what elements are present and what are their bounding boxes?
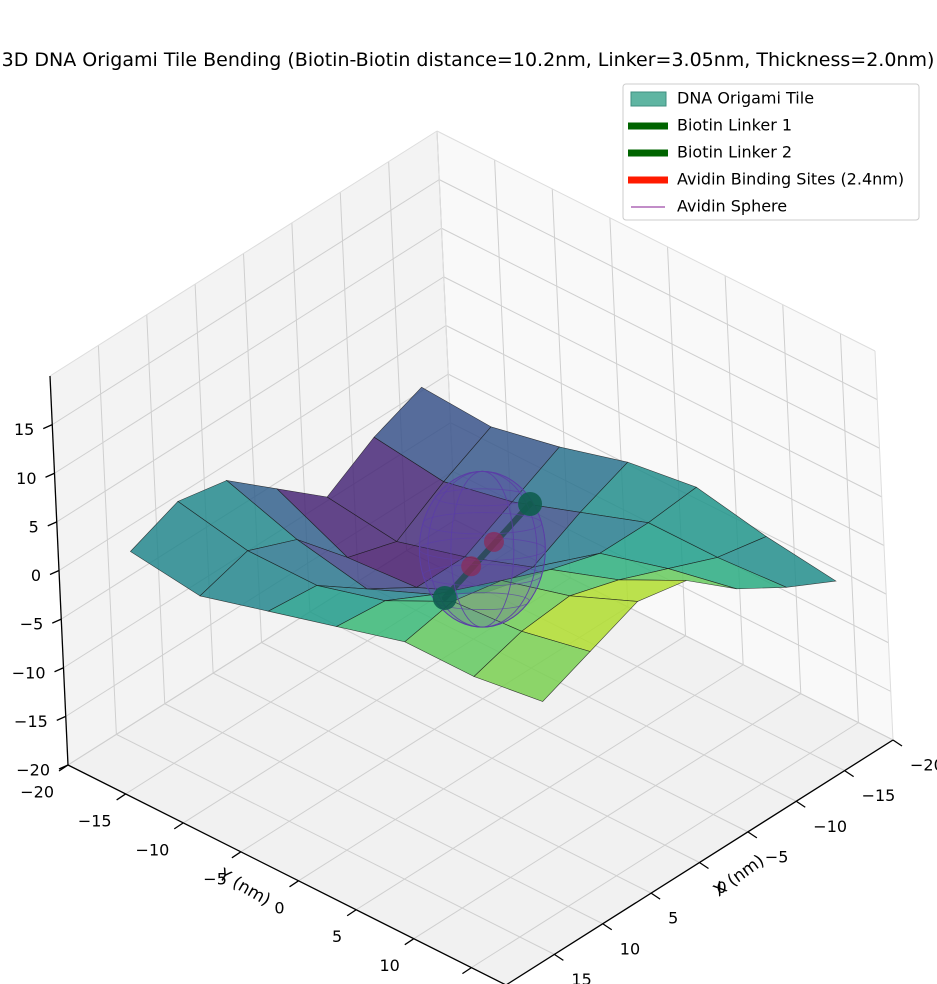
y-tick-label: −15 [78,811,112,830]
z-tick-label: 15 [14,420,34,439]
z-tick-label: −15 [14,712,48,731]
x-axis-label: X (nm) [710,851,768,901]
z-tick-mark [49,569,60,576]
y-tick-mark [116,793,126,801]
y-tick-label: 5 [332,927,342,946]
y-tick-mark [289,880,299,888]
z-tick-mark [45,472,55,478]
z-tick-label: −10 [12,663,46,682]
grid-z-wall-y [54,227,442,474]
grid-x-floor [164,703,603,925]
surface-face [473,630,591,702]
y-tick-label: −5 [203,869,227,888]
y-tick-label: 10 [379,956,399,975]
legend-entry: Avidin Sphere [631,197,787,216]
grid-z-wall-x [443,276,882,498]
grid-z-wall-y [58,325,447,571]
axis-lines [42,375,903,984]
legend-label: DNA Origami Tile [677,89,814,108]
y-tick-mark [346,909,357,917]
grid-y-floor [413,693,802,940]
chart-title: 3D DNA Origami Tile Bending (Biotin-Biot… [2,49,935,71]
avidin-binding-site [461,556,482,577]
y-tick-mark [173,822,184,830]
z-tick-label: −20 [16,761,50,780]
tick-labels: −20 −15 −10 −5 0 5 10 15 −20 −15 −10 −5 0 5 10 15 −20 −15… [12,420,937,984]
biotin-avidin-overlay [418,470,546,628]
y-tick-mark [462,967,472,975]
z-tick-label: 10 [16,469,36,488]
x-tick-mark [602,923,613,931]
x-tick-mark [892,739,903,747]
x-tick-label: 5 [668,909,678,928]
x-tick-label: −10 [813,817,847,836]
legend: DNA Origami Tile Biotin Linker 1 Biotin Li… [622,83,920,221]
x-tick-mark [844,770,854,778]
x-tick-label: 0 [717,878,727,897]
x-tick-mark [554,953,564,961]
legend-label: Biotin Linker 2 [677,143,792,162]
biotin-point [518,491,543,516]
x-tick-label: 15 [571,970,591,984]
z-tick-label: 5 [29,517,39,536]
z-tick-mark [42,424,53,430]
x-tick-mark [795,800,806,808]
legend-label: Avidin Binding Sites (2.4nm) [677,170,904,189]
legend-entry: Avidin Binding Sites (2.4nm) [628,170,904,189]
y-tick-mark [231,851,242,859]
grid-z-wall-x [445,325,885,546]
grid-x-floor [212,672,652,894]
y-tick-label: −20 [20,783,54,802]
grid-y-floor [471,722,859,969]
legend-entry: Biotin Linker 1 [628,116,792,135]
grid-z-wall-y [56,276,445,523]
y-tick-label: −10 [136,840,170,859]
grid-z-wall-x [441,227,880,449]
legend-label: Biotin Linker 1 [677,116,792,135]
x-tick-label: 10 [620,939,640,958]
x-tick-mark [747,831,758,839]
grid-y-floor [298,635,686,882]
legend-label: Avidin Sphere [677,197,787,216]
avidin-binding-site [483,531,504,552]
legend-entry: Biotin Linker 2 [628,143,792,162]
legend-frame [622,83,920,221]
z-tick-mark [56,715,67,721]
grid-x-floor [116,733,555,955]
grid-x-floor [309,611,749,833]
pane-edge [49,130,438,377]
biotin-linker [441,500,534,602]
y-tick-label: 0 [274,898,284,917]
x-tick-mark [650,892,661,900]
z-tick-mark [54,667,64,673]
x-tick-label: −20 [910,756,937,775]
avidin-parallel [422,564,543,587]
avidin-parallel [418,537,546,561]
z-tick-mark [47,521,58,527]
z-tick-label: 0 [31,566,41,585]
legend-entry: DNA Origami Tile [630,89,814,108]
grid-z-wall-y [51,179,440,426]
x-tick-label: −5 [765,847,789,866]
pane-edge [874,350,894,741]
z-tick-mark [51,618,62,624]
grid-z-wall-x [439,179,878,401]
z-tick-mark [58,764,69,770]
pane-edge [436,130,876,352]
z-tick-label: −5 [20,615,44,634]
avidin-meridian [450,470,515,628]
y-axis-line [67,764,506,984]
grid-x-floor [261,642,700,863]
x-tick-mark [699,861,709,870]
legend-swatch [630,91,667,107]
grid-y-floor [355,664,744,911]
y-tick-mark [404,938,415,946]
x-tick-label: −15 [862,786,896,805]
biotin-point [432,586,457,611]
